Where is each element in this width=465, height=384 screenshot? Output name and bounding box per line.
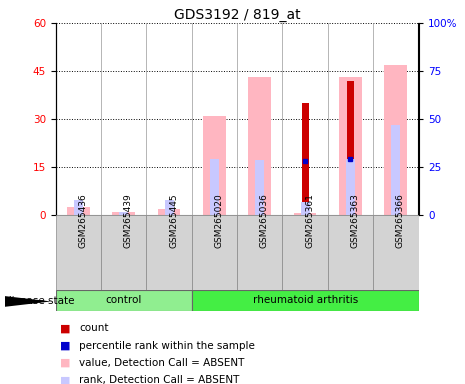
Bar <box>373 215 418 290</box>
Bar <box>56 215 101 290</box>
Text: GSM265020: GSM265020 <box>214 194 224 248</box>
Text: GSM265439: GSM265439 <box>124 194 133 248</box>
Bar <box>158 209 180 215</box>
Text: percentile rank within the sample: percentile rank within the sample <box>79 341 255 351</box>
Bar <box>300 202 310 215</box>
Bar <box>347 81 354 215</box>
Polygon shape <box>5 296 51 307</box>
Text: ■: ■ <box>60 375 71 384</box>
Bar <box>203 116 226 215</box>
Bar <box>339 78 362 215</box>
Bar <box>74 200 83 215</box>
Bar <box>328 215 373 290</box>
Bar <box>237 215 283 290</box>
Text: GSM265363: GSM265363 <box>351 194 359 248</box>
Bar <box>294 214 317 215</box>
Bar <box>56 290 192 311</box>
Bar <box>113 212 135 215</box>
Bar <box>210 159 219 215</box>
Bar <box>282 215 328 290</box>
Text: GSM265436: GSM265436 <box>79 194 87 248</box>
Text: count: count <box>79 323 108 333</box>
Text: ■: ■ <box>60 358 71 368</box>
Bar <box>146 215 192 290</box>
Text: GSM265361: GSM265361 <box>305 194 314 248</box>
Text: rank, Detection Call = ABSENT: rank, Detection Call = ABSENT <box>79 375 239 384</box>
Bar <box>391 125 400 215</box>
Bar <box>248 78 271 215</box>
Text: ■: ■ <box>60 341 71 351</box>
Bar <box>385 65 407 215</box>
Text: GSM265445: GSM265445 <box>169 194 178 248</box>
Bar <box>192 290 418 311</box>
Text: value, Detection Call = ABSENT: value, Detection Call = ABSENT <box>79 358 245 368</box>
Bar <box>165 200 173 215</box>
Bar <box>255 161 264 215</box>
Text: GSM265366: GSM265366 <box>396 194 405 248</box>
Bar <box>192 215 237 290</box>
Bar <box>346 159 355 215</box>
Bar <box>119 212 128 215</box>
Text: GSM265036: GSM265036 <box>260 194 269 248</box>
Bar <box>67 207 90 215</box>
Text: disease state: disease state <box>5 296 74 306</box>
Title: GDS3192 / 819_at: GDS3192 / 819_at <box>174 8 300 22</box>
Bar <box>101 215 146 290</box>
Text: rheumatoid arthritis: rheumatoid arthritis <box>252 295 358 306</box>
Text: ■: ■ <box>60 323 71 333</box>
Bar <box>302 103 309 215</box>
Text: control: control <box>106 295 142 306</box>
